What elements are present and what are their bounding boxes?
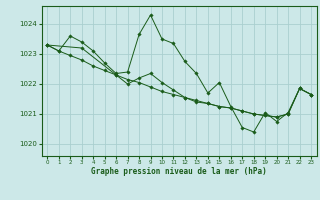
X-axis label: Graphe pression niveau de la mer (hPa): Graphe pression niveau de la mer (hPa) xyxy=(91,167,267,176)
